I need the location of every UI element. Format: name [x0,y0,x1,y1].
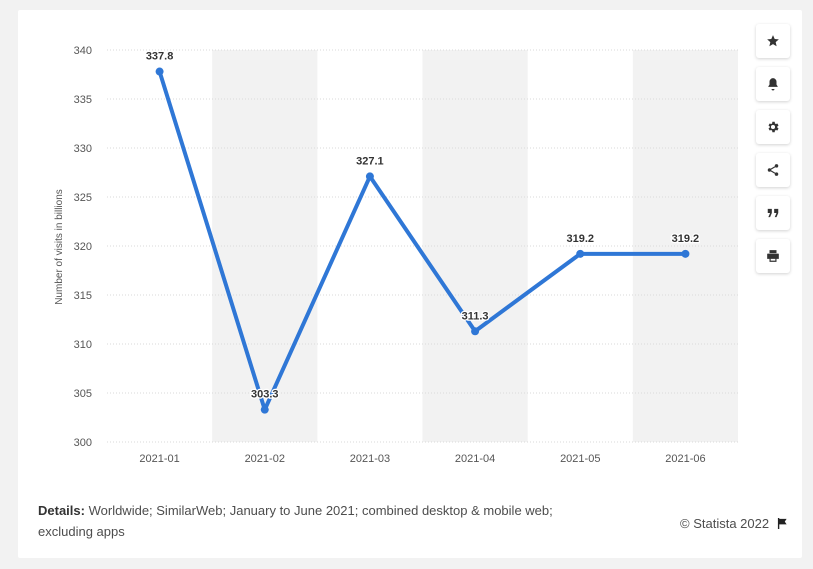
data-point[interactable] [365,172,374,181]
print-button[interactable] [756,239,790,273]
y-tick-label: 300 [74,437,92,449]
data-label: 319.2 [566,233,594,245]
y-tick-label: 310 [74,339,92,351]
y-axis-ticks: 300 305 310 315 320 325 330 335 340 [74,45,92,449]
series-line [157,69,688,412]
copyright-text: © Statista 2022 [680,516,770,531]
share-button[interactable] [756,153,790,187]
y-axis-label: Number of visits in billions [54,189,65,305]
data-points [155,67,690,414]
x-axis-ticks: 2021-01 2021-02 2021-03 2021-04 2021-05 2021-… [139,453,705,465]
data-point[interactable] [155,67,164,76]
gear-icon [768,121,779,133]
star-icon [767,35,779,47]
share-icon [767,164,779,176]
details-text: Worldwide; SimilarWeb; January to June 2… [38,503,553,539]
data-point[interactable] [260,405,269,414]
data-label: 337.8 [146,51,174,63]
settings-button[interactable] [756,110,790,144]
toolbar [756,24,790,282]
x-tick-label: 2021-03 [350,453,390,465]
y-tick-label: 315 [74,290,92,302]
gridlines [107,49,738,443]
x-tick-label: 2021-01 [139,453,179,465]
x-tick-label: 2021-05 [560,453,600,465]
y-tick-label: 340 [74,45,92,57]
flag-icon [777,518,787,529]
favorite-button[interactable] [756,24,790,58]
y-tick-label: 335 [74,94,92,106]
copyright-link[interactable]: © Statista 2022 [680,516,788,531]
data-point[interactable] [681,249,690,258]
y-tick-label: 320 [74,241,92,253]
data-labels: 337.8 303.3 327.1 311.3 319.2 319.2 [145,49,701,402]
print-icon [767,250,779,262]
cite-button[interactable] [756,196,790,230]
bell-icon [768,78,778,91]
column-band [422,50,528,442]
data-label: 319.2 [672,233,700,245]
details-note: Details: Worldwide; SimilarWeb; January … [38,500,558,542]
data-point[interactable] [471,327,480,336]
y-tick-label: 325 [74,192,92,204]
x-tick-label: 2021-06 [665,453,705,465]
y-tick-label: 305 [74,388,92,400]
x-tick-label: 2021-04 [455,453,495,465]
data-label: 303.3 [251,389,279,401]
quote-icon [767,208,779,218]
data-point[interactable] [576,249,585,258]
data-label: 327.1 [356,155,384,167]
notification-button[interactable] [756,67,790,101]
details-label: Details: [38,503,85,518]
x-tick-label: 2021-02 [245,453,285,465]
y-tick-label: 330 [74,143,92,155]
data-label: 311.3 [462,310,489,322]
